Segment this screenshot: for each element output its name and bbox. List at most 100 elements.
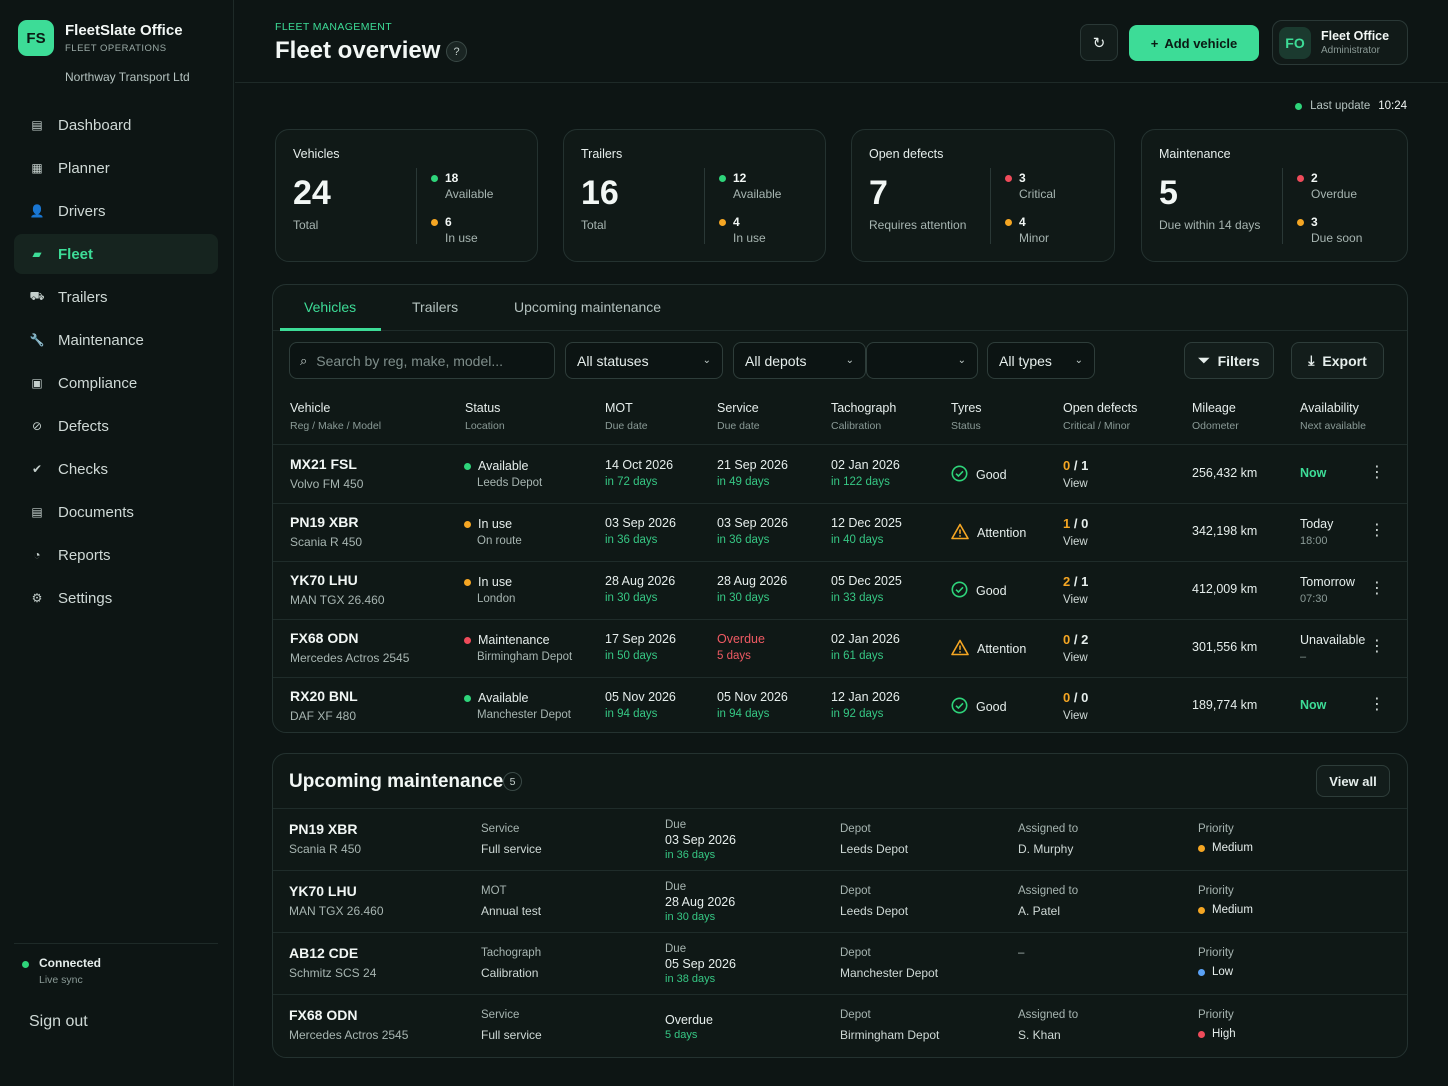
depot-value: Birmingham Depot [840, 1028, 940, 1042]
sidebar-item-documents[interactable]: ▤ Documents [14, 492, 218, 532]
view-all-button[interactable]: View all [1316, 765, 1390, 797]
mot-relative: in 50 days [605, 650, 658, 662]
table-row[interactable]: MX21 FSL Volvo FM 450 Available Leeds Depot… [273, 446, 1407, 504]
extra-filter-select[interactable]: ⌄ [866, 342, 978, 379]
maintenance-priority: Priority Medium [1198, 885, 1253, 916]
tachograph-date: 12 Dec 2025 [831, 516, 902, 530]
view-defects-link[interactable]: View [1063, 710, 1088, 722]
more-options-icon[interactable]: ⋮ [1369, 522, 1385, 539]
tab-upcoming-maintenance[interactable]: Upcoming maintenance [514, 299, 662, 315]
tyre-status: Good [951, 465, 1007, 485]
list-item[interactable]: FX68 ODN Mercedes Actros 2545 Service Full … [273, 994, 1407, 1056]
column-header-service[interactable]: Service Due date [717, 401, 760, 432]
sidebar-item-reports[interactable]: ◔ Reports [14, 535, 218, 575]
stat-card-vehicles: Vehicles 24 Total 18 Available 6 In use [275, 129, 538, 262]
status-cell: In use London [464, 575, 515, 605]
column-subtitle: Due date [605, 420, 648, 432]
depot-label: Depot [840, 947, 871, 959]
stat-breakdown-item: 4 Minor [1005, 215, 1049, 245]
column-header-mileage[interactable]: Mileage Odometer [1192, 401, 1239, 432]
location-text: Birmingham Depot [477, 651, 573, 663]
list-item[interactable]: YK70 LHU MAN TGX 26.460 MOT Annual test Due 2… [273, 870, 1407, 932]
due-relative: in 30 days [665, 911, 716, 923]
stat-breakdown-label: Minor [1019, 231, 1050, 245]
mot-cell: 28 Aug 2026 in 30 days [605, 574, 675, 604]
view-defects-link[interactable]: View [1063, 536, 1088, 548]
stat-breakdown-value: 3 [1297, 215, 1362, 229]
column-header-availability[interactable]: Availability Next available [1300, 401, 1366, 432]
type-filter-select[interactable]: All types ⌄ [987, 342, 1095, 379]
list-item[interactable]: PN19 XBR Scania R 450 Service Full service D… [273, 808, 1407, 870]
due-label: Due [665, 881, 687, 893]
sign-out-link[interactable]: Sign out [29, 1013, 88, 1030]
sidebar-item-label: Compliance [58, 374, 138, 392]
more-options-icon[interactable]: ⋮ [1369, 638, 1385, 655]
maintenance-type-detail: Annual test [481, 904, 542, 918]
priority-dot-icon [1198, 844, 1205, 852]
availability-cell: Now [1300, 698, 1326, 712]
column-header-open-defects[interactable]: Open defects Critical / Minor [1063, 401, 1137, 432]
mileage-value: 301,556 km [1192, 640, 1258, 654]
vehicle-reg[interactable]: MX21 FSL [290, 456, 357, 472]
stat-card-value: 16 [581, 174, 619, 212]
priority-dot-icon [1198, 968, 1205, 976]
user-menu[interactable]: FO Fleet Office Administrator [1272, 20, 1408, 65]
vehicle-reg[interactable]: YK70 LHU [290, 572, 358, 588]
vehicle-reg[interactable]: RX20 BNL [290, 688, 358, 704]
export-button[interactable]: ⤓ Export [1291, 342, 1384, 379]
table-row[interactable]: FX68 ODN Mercedes Actros 2545 Maintenance B… [273, 620, 1407, 678]
critical-defects-count: 0 [1063, 632, 1071, 647]
maintenance-type: Tachograph Calibration [481, 947, 541, 980]
status-filter-select[interactable]: All statuses ⌄ [565, 342, 723, 379]
sidebar-item-defects[interactable]: ⊘ Defects [14, 406, 218, 446]
vehicle-reg[interactable]: PN19 XBR [289, 821, 358, 837]
search-input[interactable] [316, 352, 537, 369]
vehicle-model: Schmitz SCS 24 [289, 966, 377, 980]
view-defects-link[interactable]: View [1063, 478, 1088, 490]
sidebar-item-maintenance[interactable]: 🔧 Maintenance [14, 320, 218, 360]
list-item[interactable]: AB12 CDE Schmitz SCS 24 Tachograph Calibrat… [273, 932, 1407, 994]
view-defects-link[interactable]: View [1063, 594, 1088, 606]
stat-card-divider [1282, 168, 1283, 244]
filters-button[interactable]: ⏷ Filters [1184, 342, 1274, 379]
vehicle-reg[interactable]: FX68 ODN [290, 630, 359, 646]
table-row[interactable]: RX20 BNL DAF XF 480 Available Manchester De… [273, 678, 1407, 732]
sidebar-item-settings[interactable]: ⚙ Settings [14, 578, 218, 618]
minor-defects-count: 0 [1081, 516, 1089, 531]
sidebar-item-checks[interactable]: ✔ Checks [14, 449, 218, 489]
more-options-icon[interactable]: ⋮ [1369, 580, 1385, 597]
more-options-icon[interactable]: ⋮ [1369, 696, 1385, 713]
sidebar-item-dashboard[interactable]: ▤ Dashboard [14, 105, 218, 145]
help-icon[interactable]: ? [446, 41, 467, 62]
sidebar-item-fleet[interactable]: ▰ Fleet [14, 234, 218, 274]
column-header-tachograph[interactable]: Tachograph Calibration [831, 401, 896, 432]
more-options-icon[interactable]: ⋮ [1369, 464, 1385, 481]
vehicle-reg[interactable]: AB12 CDE [289, 945, 359, 961]
column-header-vehicle[interactable]: Vehicle Reg / Make / Model [290, 401, 381, 432]
vehicle-reg[interactable]: YK70 LHU [289, 883, 357, 899]
tyres-cell: Good [951, 697, 1007, 717]
column-header-status[interactable]: Status Location [465, 401, 505, 432]
add-vehicle-button[interactable]: + Add vehicle [1129, 25, 1259, 61]
column-header-tyres[interactable]: Tyres Status [951, 401, 982, 432]
refresh-button[interactable]: ↻ [1080, 24, 1118, 61]
sidebar-item-drivers[interactable]: 👤 Drivers [14, 191, 218, 231]
sidebar-item-planner[interactable]: ▦ Planner [14, 148, 218, 188]
priority-dot-icon [1198, 1030, 1205, 1038]
stat-breakdown-label: In use [733, 231, 766, 245]
sidebar-item-compliance[interactable]: ▣ Compliance [14, 363, 218, 403]
tab-trailers[interactable]: Trailers [412, 299, 459, 315]
depot-filter-select[interactable]: All depots ⌄ [733, 342, 866, 379]
check-circle-icon [951, 697, 968, 717]
vehicle-reg[interactable]: FX68 ODN [289, 1007, 358, 1023]
tab-vehicles[interactable]: Vehicles [304, 299, 357, 315]
sidebar-item-trailers[interactable]: ⛟ Trailers [14, 277, 218, 317]
tyre-status: Attention [951, 639, 1026, 659]
table-row[interactable]: PN19 XBR Scania R 450 In use On route 03 Sep… [273, 504, 1407, 562]
view-defects-link[interactable]: View [1063, 652, 1088, 664]
vehicle-reg[interactable]: PN19 XBR [290, 514, 359, 530]
stat-card-trailers: Trailers 16 Total 12 Available 4 In use [563, 129, 826, 262]
mot-cell: 03 Sep 2026 in 36 days [605, 516, 676, 546]
column-header-mot[interactable]: MOT Due date [605, 401, 648, 432]
table-row[interactable]: YK70 LHU MAN TGX 26.460 In use London 28 Aug… [273, 562, 1407, 620]
